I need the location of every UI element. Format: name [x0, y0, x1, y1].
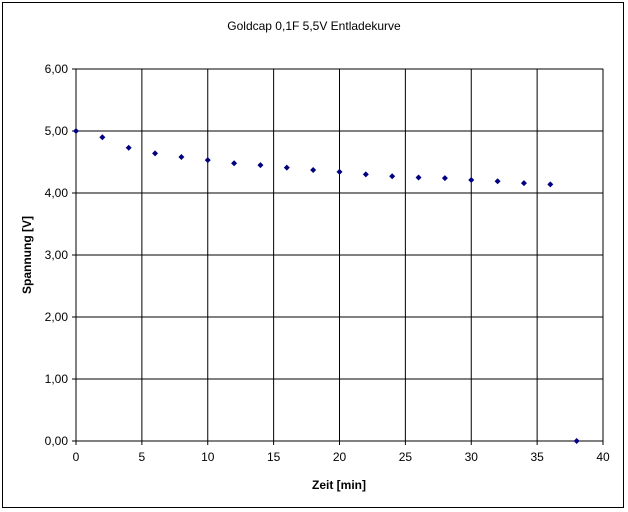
x-tick-label: 15: [267, 450, 281, 464]
data-point: [283, 164, 290, 171]
data-point: [494, 178, 501, 185]
x-tick-label: 25: [399, 450, 413, 464]
chart-title: Goldcap 0,1F 5,5V Entladekurve: [227, 19, 401, 33]
data-point: [310, 167, 317, 174]
data-point: [362, 171, 369, 178]
data-point: [468, 176, 475, 183]
data-point: [441, 175, 448, 182]
x-tick-label: 5: [139, 450, 146, 464]
x-tick-label: 30: [465, 450, 479, 464]
y-tick-label: 2,00: [45, 310, 69, 324]
data-point: [231, 160, 238, 167]
data-point: [257, 162, 264, 169]
y-axis-title: Spannung [V]: [20, 216, 34, 294]
y-tick-label: 6,00: [45, 62, 69, 76]
y-tick-label: 1,00: [45, 372, 69, 386]
x-tick-label: 20: [333, 450, 347, 464]
y-tick-label: 3,00: [45, 248, 69, 262]
x-tick-labels: 0 5 10 15 20 25 30 35 40: [73, 450, 610, 464]
y-tick-label: 5,00: [45, 124, 69, 138]
x-tick-label: 35: [530, 450, 544, 464]
y-tick-labels: 0,00 1,00 2,00 3,00 4,00 5,00 6,00: [45, 62, 69, 448]
x-tick-label: 0: [73, 450, 80, 464]
data-point: [389, 173, 396, 180]
data-points: [73, 128, 580, 444]
data-point: [573, 438, 580, 444]
data-point: [125, 144, 132, 151]
data-point: [415, 174, 422, 181]
x-tick-label: 10: [201, 450, 215, 464]
data-point: [152, 150, 159, 157]
data-point: [73, 128, 79, 134]
data-point: [99, 134, 106, 141]
data-point: [547, 181, 554, 188]
data-point: [178, 154, 185, 161]
x-tick-label: 40: [596, 450, 610, 464]
grid: [75, 68, 604, 442]
data-point: [336, 168, 343, 175]
x-axis-title: Zeit [min]: [312, 478, 366, 492]
data-point: [204, 157, 211, 164]
y-tick-label: 0,00: [45, 434, 69, 448]
y-tick-label: 4,00: [45, 186, 69, 200]
data-point: [520, 180, 527, 187]
